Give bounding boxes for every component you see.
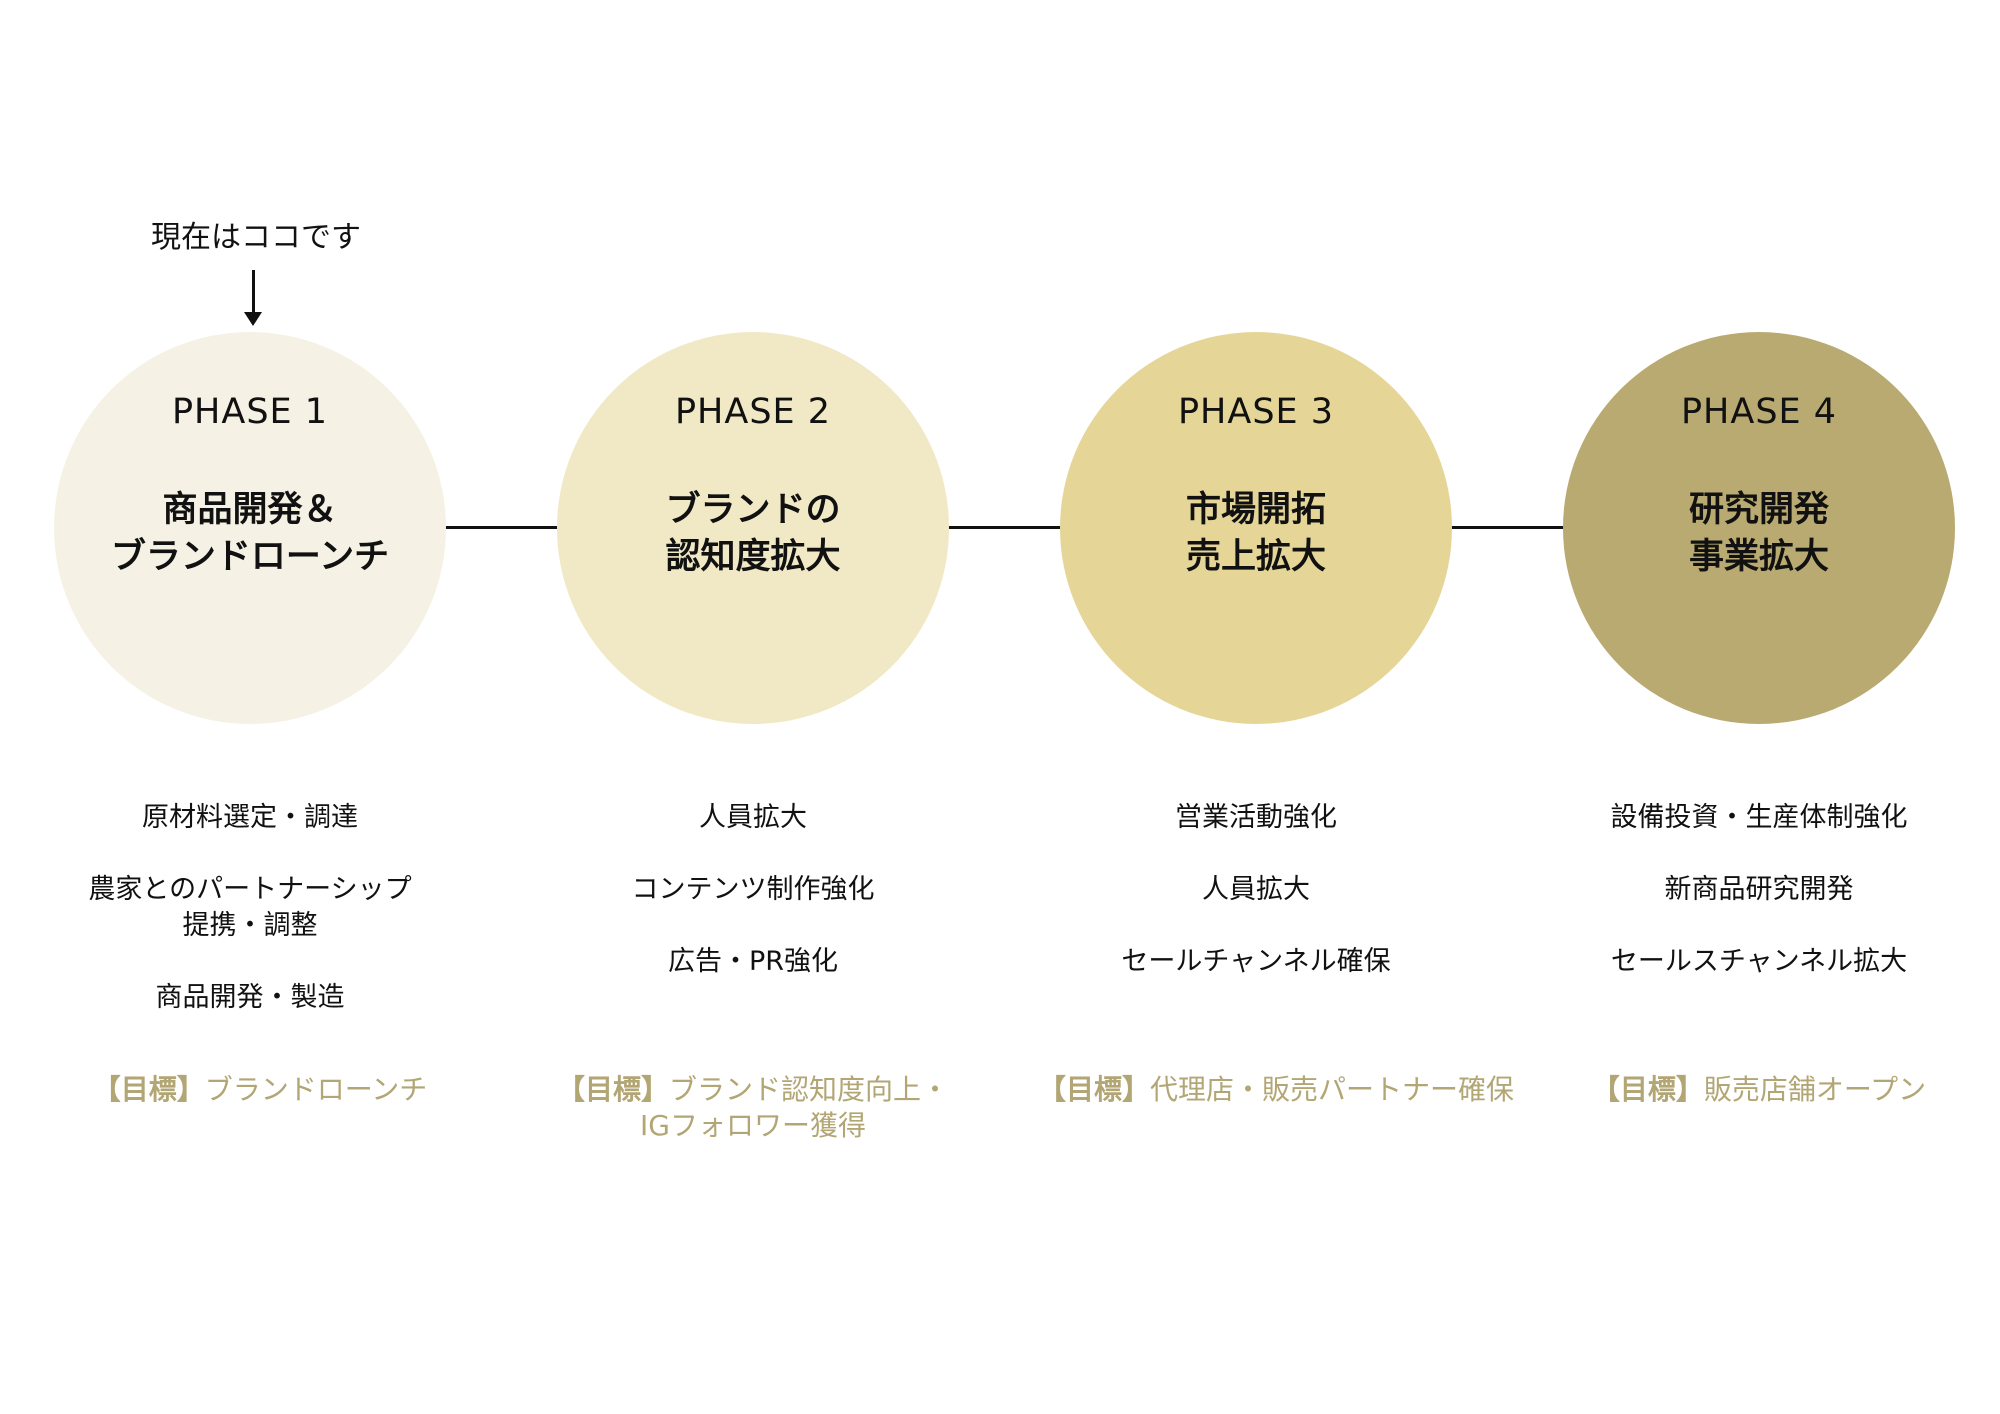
goal-text: 販売店舗オープン (1703, 1073, 1927, 1106)
arrowhead-icon (244, 312, 262, 326)
phase-label: PHASE 4 (1680, 392, 1838, 432)
list-item: コンテンツ制作強化 (631, 874, 875, 905)
list-item: セールチャンネル確保 (1121, 946, 1391, 977)
phase-title-line: 研究開発 (1688, 490, 1829, 530)
phase-3-items: 営業活動強化 人員拡大 セールチャンネル確保 (1016, 800, 1496, 1016)
phase-4-goal: 【目標】販売店舗オープン (1519, 1072, 1999, 1108)
list-item: 新商品研究開発 (1664, 874, 1854, 905)
phase-title-line: ブランドローンチ (110, 537, 390, 577)
connector-line-3-4 (1449, 526, 1566, 529)
phase-4-circle: PHASE 4 研究開発事業拡大 (1563, 332, 1955, 724)
list-item: 設備投資・生産体制強化 (1610, 802, 1908, 833)
list-item: 農家とのパートナーシップ 提携・調整 (88, 874, 412, 941)
phase-label: PHASE 2 (674, 392, 832, 432)
phase-title-line: 売上拡大 (1185, 537, 1326, 577)
goal-tag: 【目標】 (1037, 1073, 1150, 1106)
phase-title-line: 市場開拓 (1185, 490, 1326, 530)
phase-3-goal: 【目標】代理店・販売パートナー確保 (1036, 1072, 1516, 1108)
list-item: 人員拡大 (1202, 874, 1310, 905)
phase-title: 商品開発＆ ブランドローンチ (54, 487, 446, 581)
connector-line-2-3 (946, 526, 1063, 529)
phase-title-line: ブランドの (665, 490, 841, 530)
phase-title: ブランドの認知度拡大 (557, 487, 949, 581)
goal-tag: 【目標】 (92, 1073, 205, 1106)
list-item: 広告・PR強化 (667, 946, 839, 977)
phase-label: PHASE 1 (171, 392, 329, 432)
list-item: 商品開発・製造 (155, 982, 345, 1013)
phase-label: PHASE 3 (1177, 392, 1335, 432)
goal-text: ブランド認知度向上・IGフォロワー獲得 (640, 1073, 950, 1142)
list-item: 原材料選定・調達 (142, 802, 358, 833)
goal-tag: 【目標】 (556, 1073, 669, 1106)
down-arrow-icon (252, 270, 255, 322)
phase-1-goal: 【目標】ブランドローンチ (20, 1072, 500, 1108)
phase-title-line: 事業拡大 (1688, 537, 1829, 577)
phase-1-circle: PHASE 1 商品開発＆ ブランドローンチ (54, 332, 446, 724)
phase-title-line: 認知度拡大 (665, 537, 841, 577)
phase-2-circle: PHASE 2 ブランドの認知度拡大 (557, 332, 949, 724)
phase-1-items: 原材料選定・調達 農家とのパートナーシップ 提携・調整 商品開発・製造 (10, 800, 490, 1052)
goal-text: ブランドローンチ (204, 1073, 428, 1106)
phase-title: 研究開発 事業拡大 (1563, 487, 1955, 581)
list-item: セールスチャンネル拡大 (1610, 946, 1908, 977)
phase-4-items: 設備投資・生産体制強化 新商品研究開発 セールスチャンネル拡大 (1519, 800, 1999, 1016)
list-item: 人員拡大 (699, 802, 807, 833)
phase-title: 市場開拓 売上拡大 (1060, 487, 1452, 581)
goal-text: 代理店・販売パートナー確保 (1150, 1073, 1515, 1106)
phase-2-items: 人員拡大 コンテンツ制作強化 広告・PR強化 (513, 800, 993, 1016)
goal-tag: 【目標】 (1591, 1073, 1704, 1106)
connector-line-1-2 (443, 526, 560, 529)
phase-title-line: 商品開発＆ (162, 490, 338, 530)
list-item: 営業活動強化 (1175, 802, 1337, 833)
current-position-label: 現在はココです (151, 220, 361, 255)
phase-3-circle: PHASE 3 市場開拓売上拡大 (1060, 332, 1452, 724)
phase-2-goal: 【目標】ブランド認知度向上・IGフォロワー獲得 (543, 1072, 963, 1144)
